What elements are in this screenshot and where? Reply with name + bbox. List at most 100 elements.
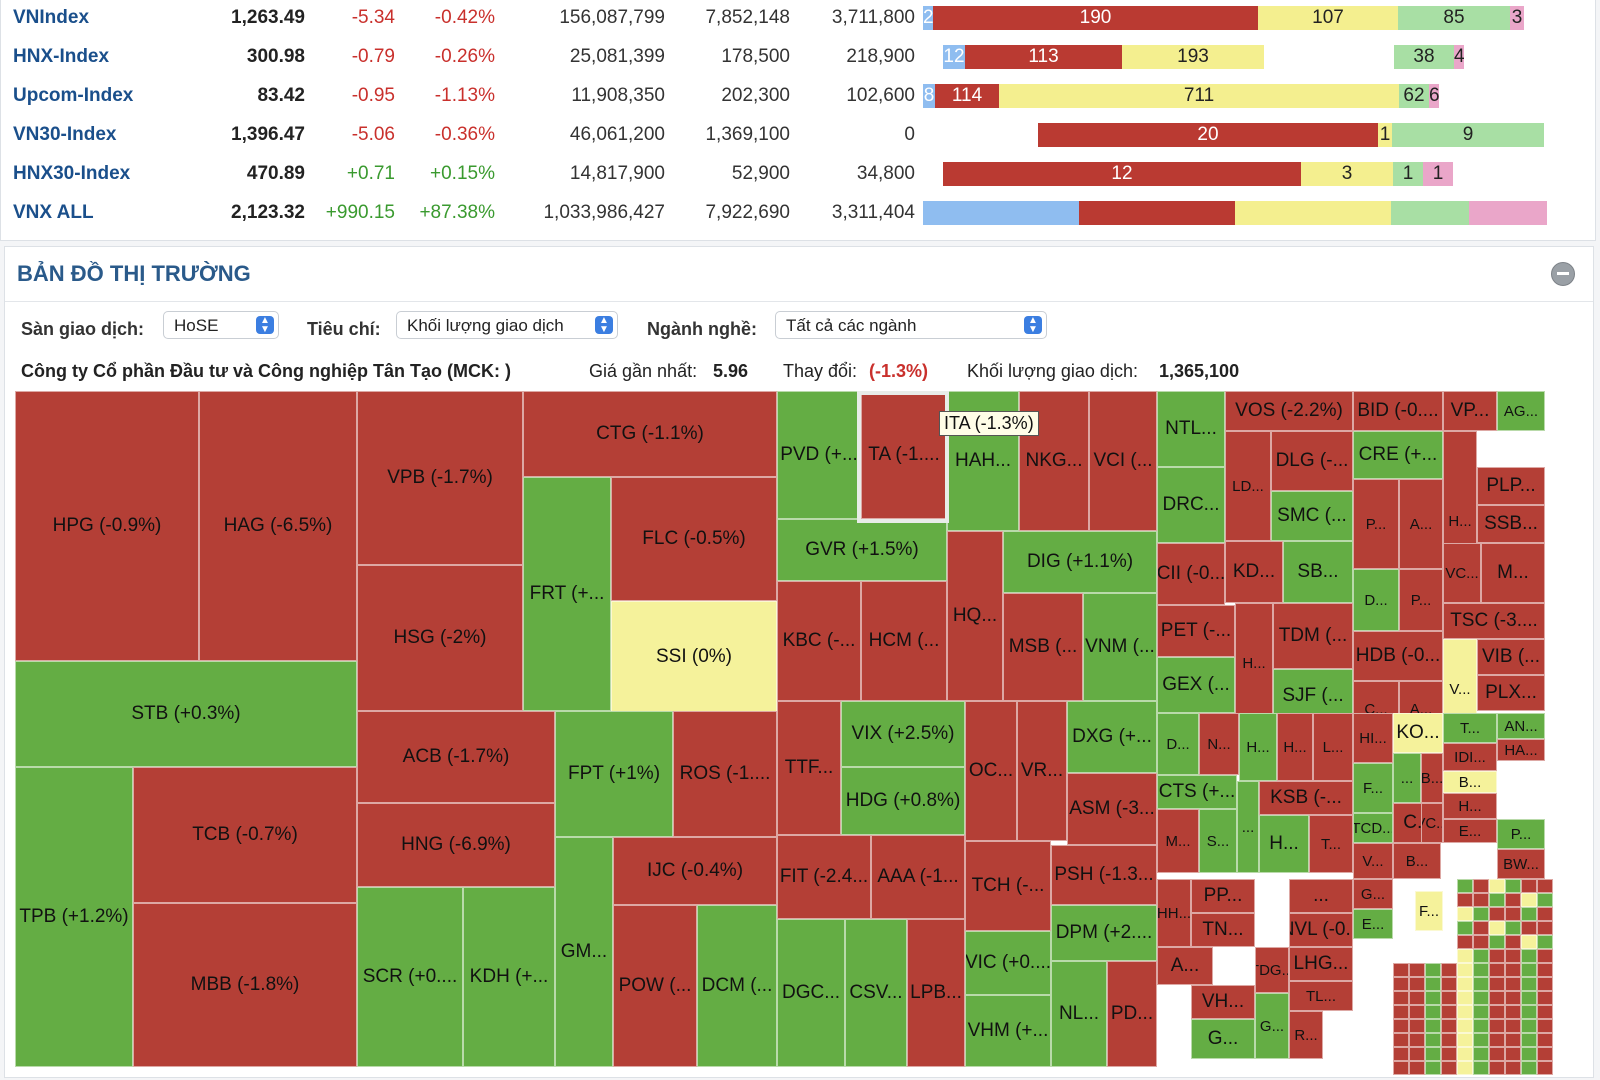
treemap-tile-small[interactable] (1409, 1033, 1425, 1047)
treemap-tile-small[interactable] (1457, 879, 1473, 893)
treemap-tile-small[interactable] (1489, 935, 1505, 949)
treemap-tile[interactable]: NVL (-0... (1289, 913, 1353, 947)
treemap-tile-small[interactable] (1409, 991, 1425, 1005)
treemap-tile-small[interactable] (1457, 963, 1473, 977)
treemap-tile[interactable]: FLC (-0.5%) (611, 477, 777, 601)
treemap-tile-small[interactable] (1473, 1047, 1489, 1061)
criteria-select[interactable]: Khối lượng giao dịch ▲ ▼ (396, 311, 618, 339)
treemap-tile-small[interactable] (1537, 935, 1553, 949)
treemap-tile[interactable]: AAA (-1... (871, 835, 965, 919)
treemap-tile[interactable]: T... (1309, 815, 1353, 873)
industry-select[interactable]: Tất cả các ngành ▲ ▼ (775, 311, 1047, 339)
treemap-tile[interactable]: HAG (-6.5%) (199, 391, 357, 661)
treemap-tile-small[interactable] (1521, 879, 1537, 893)
treemap-tile-small[interactable] (1537, 921, 1553, 935)
treemap-tile[interactable]: H... (1239, 713, 1277, 781)
treemap-tile-small[interactable] (1393, 1019, 1409, 1033)
treemap-tile[interactable]: DCM (... (697, 905, 777, 1067)
treemap-tile[interactable]: ... (1237, 781, 1259, 873)
treemap-tile[interactable]: NL... (1051, 961, 1107, 1067)
treemap-tile-small[interactable] (1441, 1005, 1457, 1019)
index-row[interactable]: VNX ALL 2,123.32 +990.15 +87.38% 1,033,986,4… (1, 195, 1595, 235)
treemap-tile[interactable]: TCH (-... (965, 841, 1051, 931)
treemap-tile[interactable]: HI... (1353, 713, 1393, 763)
treemap-tile-small[interactable] (1489, 949, 1505, 963)
treemap-tile[interactable]: B... (1421, 753, 1443, 803)
treemap-tile-small[interactable] (1457, 949, 1473, 963)
treemap-tile-small[interactable] (1489, 977, 1505, 991)
treemap-tile-small[interactable] (1505, 949, 1521, 963)
treemap-tile-small[interactable] (1489, 991, 1505, 1005)
treemap-tile-small[interactable] (1505, 991, 1521, 1005)
treemap-tile-small[interactable] (1505, 977, 1521, 991)
treemap-tile[interactable]: L... (1313, 713, 1353, 781)
treemap-tile-small[interactable] (1457, 991, 1473, 1005)
treemap-tile[interactable]: VC... (1421, 803, 1443, 843)
treemap-tile-small[interactable] (1425, 991, 1441, 1005)
treemap-tile[interactable]: LD... (1225, 431, 1271, 541)
treemap-tile-small[interactable] (1441, 1047, 1457, 1061)
treemap-tile[interactable]: LHG... (1289, 947, 1353, 981)
index-row[interactable]: VN30-Index 1,396.47 -5.06 -0.36% 46,061,200 1… (1, 117, 1595, 157)
treemap-tile-small[interactable] (1425, 1061, 1441, 1075)
treemap-tile[interactable]: ROS (-1.... (673, 711, 777, 837)
treemap-tile[interactable]: B... (1393, 843, 1441, 879)
treemap-tile-small[interactable] (1505, 893, 1521, 907)
treemap-tile[interactable]: AN... (1497, 713, 1545, 739)
treemap-tile[interactable]: BID (-0.... (1353, 391, 1443, 431)
treemap-tile-small[interactable] (1489, 1005, 1505, 1019)
treemap-tile[interactable]: ... (1289, 879, 1353, 913)
treemap-tile[interactable]: VPB (-1.7%) (357, 391, 523, 565)
treemap-tile[interactable]: PLX... (1477, 675, 1545, 711)
treemap-tile-small[interactable] (1473, 879, 1489, 893)
treemap-tile-small[interactable] (1505, 1061, 1521, 1075)
treemap-tile-small[interactable] (1521, 907, 1537, 921)
treemap-tile[interactable]: SMC (... (1271, 491, 1353, 541)
treemap-tile-small[interactable] (1425, 1019, 1441, 1033)
treemap-tile-small[interactable] (1457, 1033, 1473, 1047)
treemap-tile[interactable]: TCB (-0.7%) (133, 767, 357, 903)
treemap-tile[interactable]: VIB (... (1477, 639, 1545, 675)
treemap-tile-small[interactable] (1521, 977, 1537, 991)
treemap-tile-small[interactable] (1505, 879, 1521, 893)
treemap-tile-small[interactable] (1473, 893, 1489, 907)
treemap-tile[interactable]: STB (+0.3%) (15, 661, 357, 767)
treemap-tile[interactable]: SB... (1283, 541, 1353, 603)
treemap-tile-small[interactable] (1489, 893, 1505, 907)
treemap-tile[interactable]: POW (... (613, 905, 697, 1067)
treemap-tile[interactable]: GEX (... (1157, 657, 1235, 713)
treemap-tile[interactable]: HDB (-0... (1353, 631, 1443, 681)
treemap-tile-small[interactable] (1409, 1005, 1425, 1019)
treemap-tile[interactable]: TDM (... (1273, 603, 1353, 669)
treemap-tile-small[interactable] (1537, 1061, 1553, 1075)
treemap-tile-small[interactable] (1425, 1033, 1441, 1047)
treemap-tile-small[interactable] (1521, 935, 1537, 949)
treemap-tile-small[interactable] (1537, 963, 1553, 977)
treemap-tile-small[interactable] (1441, 1061, 1457, 1075)
treemap-tile[interactable]: VR... (1017, 701, 1067, 841)
treemap-tile-small[interactable] (1489, 921, 1505, 935)
treemap-tile-small[interactable] (1505, 921, 1521, 935)
treemap-tile-small[interactable] (1393, 977, 1409, 991)
treemap-tile[interactable]: ... (1393, 753, 1421, 803)
treemap-tile[interactable]: P... (1497, 819, 1545, 849)
treemap-tile[interactable]: ACB (-1.7%) (357, 711, 555, 803)
treemap-tile-small[interactable] (1393, 1005, 1409, 1019)
treemap-tile-small[interactable] (1505, 1019, 1521, 1033)
treemap-tile[interactable]: GM... (555, 837, 613, 1067)
treemap-tile[interactable]: HCM (... (861, 581, 947, 701)
treemap-tile-small[interactable] (1505, 963, 1521, 977)
treemap-tile[interactable]: P... (1353, 479, 1399, 569)
treemap-tile[interactable]: SCR (+0.... (357, 887, 463, 1067)
treemap-tile[interactable]: R... (1289, 1011, 1323, 1059)
treemap-tile-small[interactable] (1473, 921, 1489, 935)
index-row[interactable]: Upcom-Index 83.42 -0.95 -1.13% 11,908,350 202… (1, 78, 1595, 118)
treemap-tile[interactable]: TPB (+1.2%) (15, 767, 133, 1067)
treemap-tile-small[interactable] (1457, 1019, 1473, 1033)
treemap-tile-small[interactable] (1457, 1005, 1473, 1019)
treemap-tile-small[interactable] (1537, 893, 1553, 907)
treemap-tile[interactable]: DRC... (1157, 467, 1225, 543)
treemap-tile-small[interactable] (1425, 963, 1441, 977)
treemap-tile[interactable]: PET (-... (1157, 605, 1235, 657)
treemap-tile[interactable]: PVD (+... (777, 391, 861, 519)
